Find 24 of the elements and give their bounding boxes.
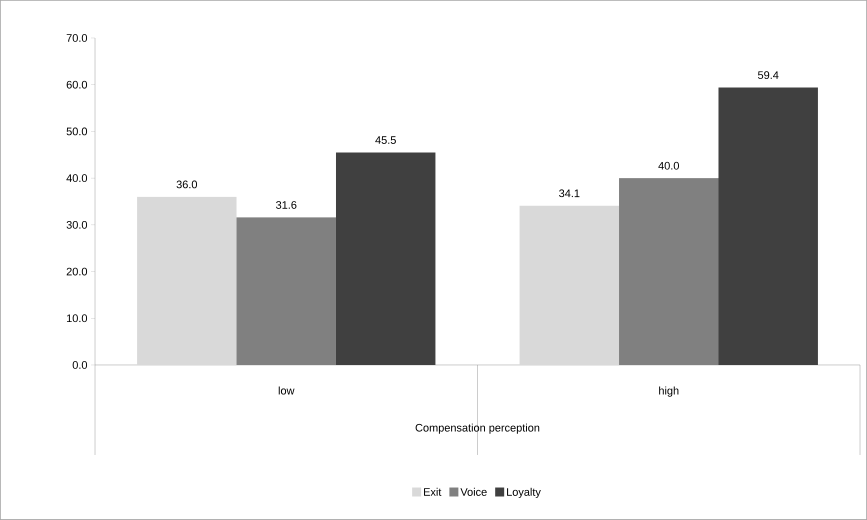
data-label: 36.0: [176, 180, 198, 188]
x-tick-label: low: [278, 386, 294, 395]
data-label: 59.4: [758, 71, 779, 79]
data-label: 31.6: [276, 201, 296, 209]
data-label: 45.5: [375, 136, 396, 144]
y-tick-label: 70.0: [66, 34, 88, 42]
bar: [137, 196, 237, 365]
y-tick-label: 50.0: [66, 128, 88, 136]
x-axis-title: Compensation perception: [416, 424, 540, 434]
y-tick-label: 10.0: [66, 314, 88, 322]
bar: [520, 206, 620, 365]
bar: [336, 152, 436, 365]
y-tick-label: 20.0: [66, 268, 88, 276]
legend-label: Exit: [424, 488, 442, 496]
x-tick-label: high: [659, 386, 678, 397]
y-tick-label: 30.0: [66, 220, 88, 229]
legend-label: Loyalty: [507, 488, 541, 498]
legend-label: Voice: [460, 488, 487, 496]
data-label: 40.0: [658, 162, 679, 170]
y-tick-label: 40.0: [66, 174, 88, 182]
y-tick-label: 60.0: [66, 80, 88, 89]
y-tick-label: 0.0: [72, 361, 88, 369]
bar: [718, 88, 818, 365]
data-label: 34.1: [559, 189, 580, 198]
